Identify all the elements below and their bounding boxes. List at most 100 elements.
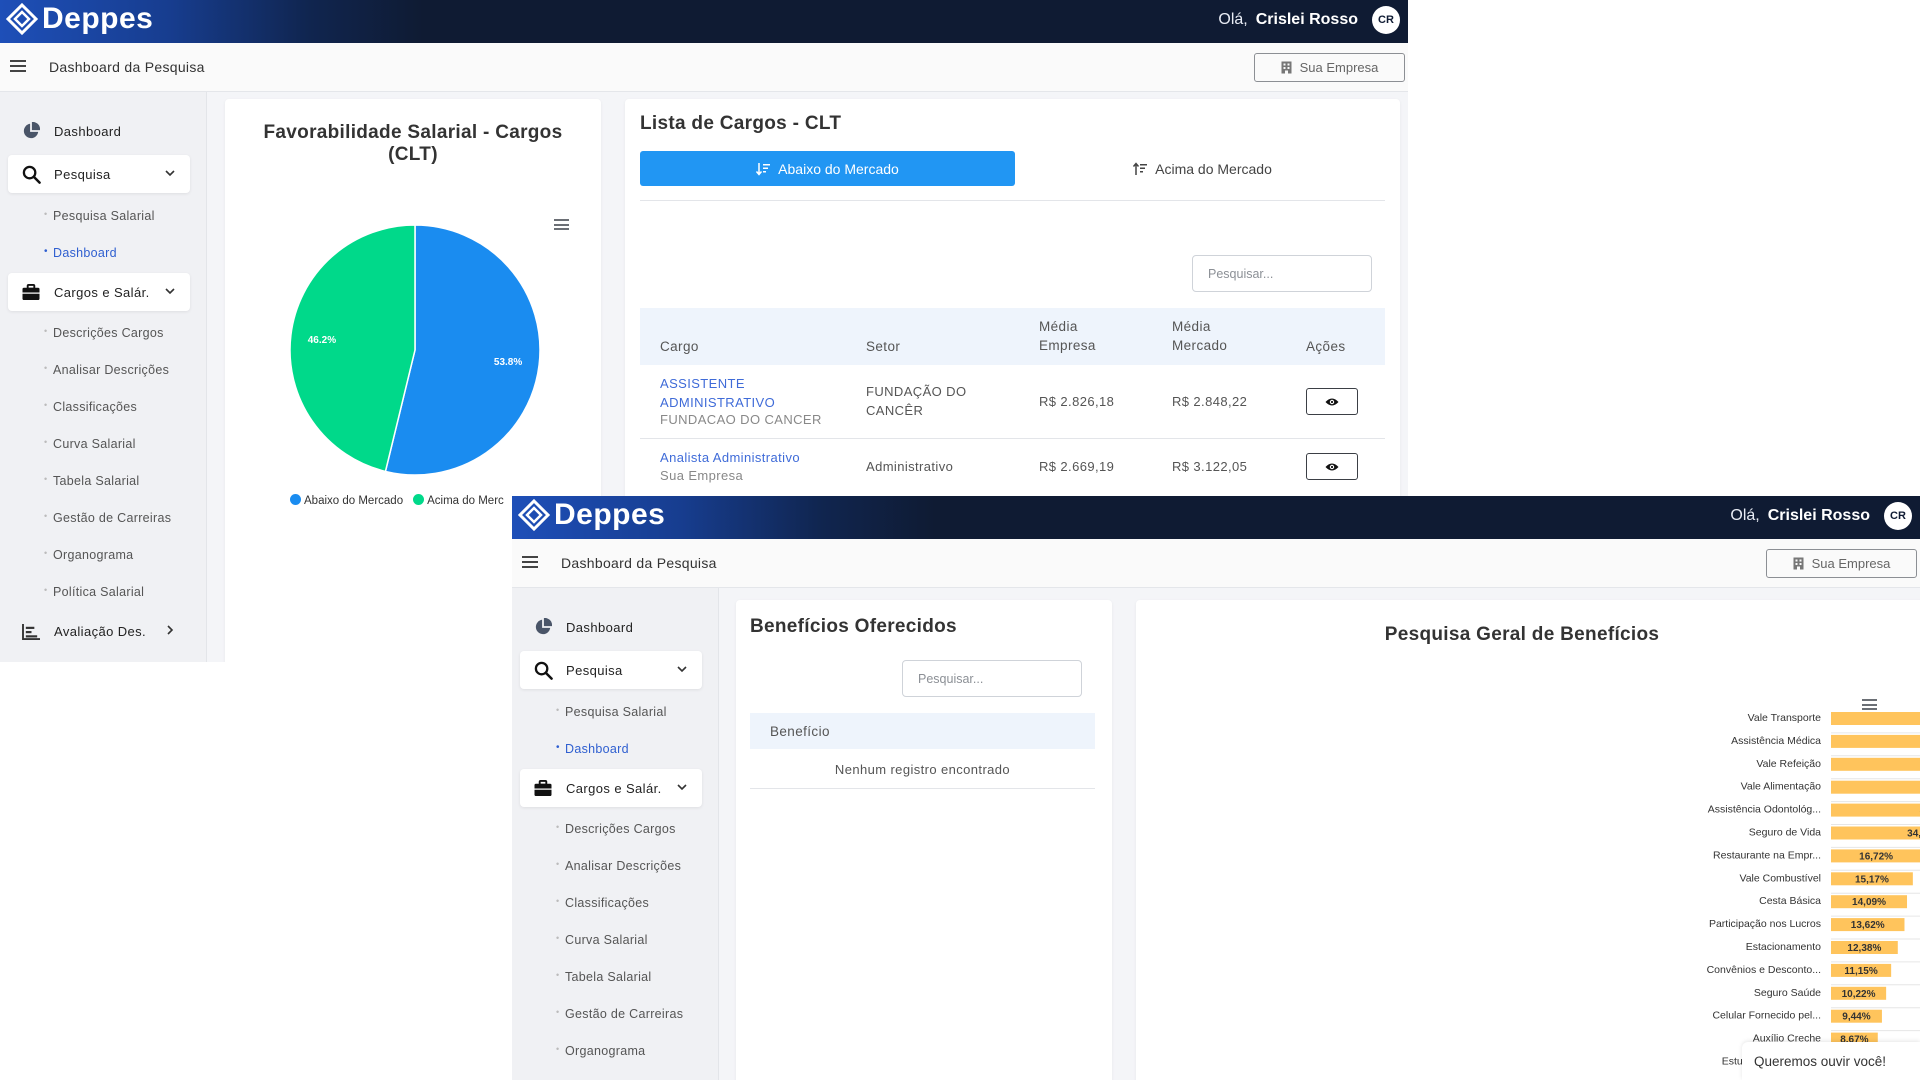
sidebar-item-label: Pesquisa: [54, 166, 111, 182]
bar[interactable]: [1831, 712, 1920, 725]
cargos-table-header: [640, 308, 1385, 365]
legend-item-abaixo[interactable]: Abaixo do Mercado: [290, 494, 403, 507]
col-media-mercado[interactable]: Média Mercado: [1172, 319, 1228, 353]
bar[interactable]: [1831, 780, 1920, 794]
top-bar: Deppes Olá, Crislei Rosso CR: [512, 496, 1920, 539]
hamburger-menu-icon[interactable]: [10, 60, 26, 72]
sort-up-icon: [1133, 161, 1148, 175]
sidebar-item-dashboard[interactable]: Dashboard: [8, 112, 190, 150]
sidebar-subitem-pesquisa-salarial[interactable]: Pesquisa Salarial: [44, 209, 155, 223]
col-cargo[interactable]: Cargo: [660, 339, 699, 354]
sidebar-item-dashboard[interactable]: Dashboard: [520, 608, 702, 646]
bar-value-label: 13,62%: [1851, 920, 1885, 931]
bar[interactable]: [1831, 757, 1920, 771]
sidebar-subitem-tabela-salarial[interactable]: Tabela Salarial: [44, 474, 140, 488]
cargos-search-input[interactable]: [1192, 255, 1372, 292]
sidebar-item-avaliacao[interactable]: Avaliação Des.: [8, 612, 190, 650]
media-empresa-value: R$ 2.826,18: [1039, 394, 1115, 409]
bar[interactable]: [1831, 803, 1920, 817]
view-button[interactable]: [1306, 453, 1358, 480]
bar[interactable]: [1831, 963, 1892, 977]
bar[interactable]: [1831, 734, 1920, 748]
bar-value-label: 12,38%: [1847, 943, 1881, 954]
logo-text: Deppes: [42, 2, 154, 35]
sidebar-subitem-organograma[interactable]: Organograma: [556, 1044, 645, 1058]
sidebar-subitem-dashboard[interactable]: Dashboard: [556, 742, 629, 756]
bar[interactable]: [1831, 895, 1908, 909]
sidebar-subitem-gestao-carreiras[interactable]: Gestão de Carreiras: [44, 511, 171, 525]
sidebar-item-cargos[interactable]: Cargos e Salár.: [520, 769, 702, 807]
bar[interactable]: [1831, 941, 1898, 954]
company-button[interactable]: Sua Empresa: [1254, 53, 1405, 82]
col-media-empresa[interactable]: Média Empresa: [1039, 319, 1096, 353]
bar-value-label: 9,44%: [1842, 1012, 1870, 1023]
favorabilidade-title: Favorabilidade Salarial - Cargos (CLT): [263, 122, 563, 165]
eye-icon: [1325, 463, 1339, 470]
chart-menu-icon[interactable]: [1862, 699, 1877, 710]
company-button-label: Sua Empresa: [1299, 60, 1379, 75]
sidebar-subitem-curva-salarial[interactable]: Curva Salarial: [44, 437, 136, 451]
sidebar-subitem-classificacoes[interactable]: Classificações: [556, 896, 649, 910]
view-button[interactable]: [1306, 388, 1358, 415]
col-beneficio[interactable]: Benefício: [770, 724, 830, 739]
breadcrumb: Dashboard da Pesquisa: [49, 59, 205, 75]
bar[interactable]: [1831, 826, 1920, 840]
cargo-setor: Administrativo: [866, 459, 954, 474]
tab-acima-mercado[interactable]: Acima do Mercado: [1015, 151, 1390, 186]
cargo-company: FUNDACAO DO CANCER: [660, 412, 822, 427]
bar-category-label: Estacionamento: [1746, 941, 1821, 953]
cargo-name[interactable]: Analista Administrativo: [660, 450, 800, 465]
user-menu[interactable]: Olá, Crislei Rosso CR: [1730, 502, 1912, 530]
sidebar-subitem-politica-salarial[interactable]: Política Salarial: [44, 585, 144, 599]
bar-category-label: Vale Refeição: [1756, 758, 1821, 770]
logo[interactable]: Deppes: [518, 498, 665, 532]
pie-slice-0[interactable]: [384, 224, 541, 476]
pie-label-0: 53.8%: [494, 357, 522, 368]
sub-header: Dashboard da Pesquisa Sua Empresa: [0, 43, 1408, 92]
bar-value-label: 8,67%: [1840, 1035, 1868, 1046]
sidebar-subitem-tabela-salarial[interactable]: Tabela Salarial: [556, 970, 652, 984]
sidebar-item-pesquisa[interactable]: Pesquisa: [520, 651, 702, 689]
col-setor[interactable]: Setor: [866, 339, 901, 354]
bar[interactable]: [1831, 849, 1920, 863]
chart-menu-icon[interactable]: [554, 219, 569, 230]
user-menu[interactable]: Olá, Crislei Rosso CR: [1218, 6, 1400, 34]
sidebar-subitem-curva-salarial[interactable]: Curva Salarial: [556, 933, 648, 947]
sidebar-subitem-analisar-descricoes[interactable]: Analisar Descrições: [556, 859, 681, 873]
sidebar-subitem-gestao-carreiras[interactable]: Gestão de Carreiras: [556, 1007, 683, 1021]
bar[interactable]: [1831, 918, 1905, 932]
beneficios-search-input[interactable]: [902, 660, 1082, 697]
avatar[interactable]: CR: [1884, 502, 1912, 530]
beneficios-title: Benefícios Oferecidos: [750, 616, 957, 637]
bar-category-label: Assistência Médica: [1731, 735, 1821, 747]
hamburger-menu-icon[interactable]: [522, 556, 538, 568]
sidebar-item-pesquisa[interactable]: Pesquisa: [8, 155, 190, 193]
sidebar-item-cargos[interactable]: Cargos e Salár.: [8, 273, 190, 311]
tab-abaixo-mercado[interactable]: Abaixo do Mercado: [640, 151, 1015, 186]
sidebar: Dashboard Pesquisa Pesquisa Salarial Das…: [512, 588, 719, 1080]
cargo-name[interactable]: ASSISTENTE ADMINISTRATIVO: [660, 376, 776, 410]
logo[interactable]: Deppes: [6, 2, 153, 36]
briefcase-icon: [534, 779, 552, 796]
bar-category-label: Vale Combustível: [1739, 872, 1821, 884]
bar[interactable]: [1831, 872, 1913, 886]
company-button[interactable]: Sua Empresa: [1766, 549, 1917, 578]
beneficios-table-header: [750, 713, 1095, 749]
bar[interactable]: [1831, 986, 1887, 1000]
pie-slice-1[interactable]: [289, 224, 416, 473]
sidebar-item-label: Cargos e Salár.: [54, 284, 150, 300]
sidebar-subitem-descricoes-cargos[interactable]: Descrições Cargos: [556, 822, 676, 836]
user-name: Crislei Rosso: [1767, 507, 1870, 524]
sidebar-subitem-analisar-descricoes[interactable]: Analisar Descrições: [44, 363, 169, 377]
sidebar-item-label: Dashboard: [54, 123, 122, 139]
legend-item-acima[interactable]: Acima do Merc: [413, 494, 504, 507]
feedback-button[interactable]: Queremos ouvir você!: [1742, 1042, 1920, 1080]
sidebar-subitem-descricoes-cargos[interactable]: Descrições Cargos: [44, 326, 164, 340]
sidebar-subitem-organograma[interactable]: Organograma: [44, 548, 133, 562]
avatar[interactable]: CR: [1372, 6, 1400, 34]
bar[interactable]: [1831, 1009, 1882, 1023]
sidebar-subitem-pesquisa-salarial[interactable]: Pesquisa Salarial: [556, 705, 667, 719]
sidebar-subitem-classificacoes[interactable]: Classificações: [44, 400, 137, 414]
sidebar-subitem-dashboard[interactable]: Dashboard: [44, 246, 117, 260]
greeting: Olá,: [1730, 507, 1760, 524]
